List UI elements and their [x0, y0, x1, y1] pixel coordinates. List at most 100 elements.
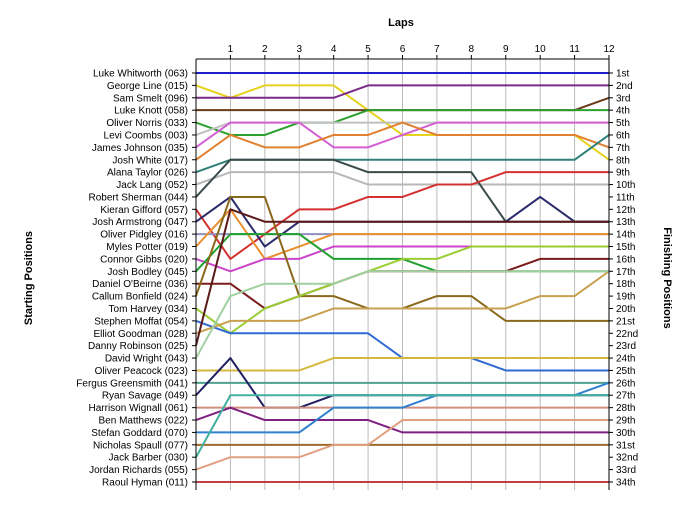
finish-position-label: 34th: [616, 478, 635, 489]
start-name-label: Danny Robinson (025): [88, 341, 188, 352]
series-line: [195, 109, 609, 136]
x-tick-label: 9: [503, 44, 509, 55]
finish-position-label: 7th: [616, 143, 630, 154]
finish-position-label: 3rd: [616, 93, 630, 104]
start-name-label: Tom Harvey (034): [109, 304, 188, 315]
series-line: [195, 419, 609, 471]
start-name-label: Luke Knott (058): [114, 106, 188, 117]
x-tick-label: 11: [569, 44, 580, 55]
finish-position-label: 29th: [616, 416, 635, 427]
start-name-label: Sam Smelt (096): [113, 93, 188, 104]
finish-position-label: 28th: [616, 403, 635, 414]
x-tick-label: 2: [262, 44, 268, 55]
finish-position-label: 11th: [616, 192, 635, 203]
finish-position-label: 9th: [616, 168, 630, 179]
finish-position-label: 33rd: [616, 465, 636, 476]
start-name-label: James Johnson (035): [92, 143, 188, 154]
start-name-label: Ben Matthews (022): [99, 416, 189, 427]
start-name-label: Robert Sherman (044): [89, 192, 189, 203]
finish-position-label: 21st: [616, 316, 635, 327]
finish-position-label: 12th: [616, 205, 635, 216]
finish-position-label: 10th: [616, 180, 635, 191]
start-name-label: Kieran Gifford (057): [100, 205, 188, 216]
start-name-label: Alana Taylor (026): [107, 168, 188, 179]
start-name-label: Callum Bonfield (024): [92, 292, 188, 303]
series-line: [195, 394, 609, 458]
finish-position-label: 5th: [616, 118, 630, 129]
x-tick-label: 4: [331, 44, 337, 55]
start-name-label: George Line (015): [107, 81, 188, 92]
start-name-label: Oliver Pidgley (016): [100, 230, 188, 241]
finish-position-label: 30th: [616, 428, 635, 439]
series-line: [195, 245, 609, 335]
y-axis-title-left: Starting Positions: [23, 231, 35, 325]
finish-position-label: 27th: [616, 391, 635, 402]
start-name-label: Jack Barber (030): [109, 453, 188, 464]
finish-position-label: 1st: [616, 69, 630, 80]
series-line: [195, 406, 609, 434]
finish-position-label: 32nd: [616, 453, 638, 464]
start-name-label: Connor Gibbs (020): [100, 254, 188, 265]
start-name-label: Stephen Moffat (054): [94, 316, 188, 327]
finish-position-label: 8th: [616, 155, 630, 166]
x-tick-label: 1: [228, 44, 234, 55]
start-name-label: Luke Whitworth (063): [93, 69, 188, 80]
finish-position-label: 31st: [616, 440, 635, 451]
start-name-label: David Wright (043): [105, 354, 188, 365]
x-tick-label: 5: [365, 44, 371, 55]
finish-position-label: 6th: [616, 130, 630, 141]
finish-position-label: 16th: [616, 254, 635, 265]
start-name-label: Fergus Greensmith (041): [76, 378, 188, 389]
finish-position-label: 24th: [616, 354, 635, 365]
series-line: [195, 121, 609, 149]
start-name-label: Harrison Wignall (061): [89, 403, 188, 414]
series-line: [195, 121, 610, 161]
start-name-label: Josh Armstrong (047): [92, 217, 188, 228]
x-tick-label: 6: [400, 44, 406, 55]
start-name-label: Jack Lang (052): [116, 180, 188, 191]
start-name-label: Levi Coombs (003): [104, 130, 188, 141]
finish-position-label: 23rd: [616, 341, 636, 352]
series-line: [195, 270, 610, 335]
finish-position-label: 17th: [616, 267, 635, 278]
x-tick-label: 8: [469, 44, 475, 55]
finish-position-label: 14th: [616, 230, 635, 241]
series-line: [195, 270, 609, 359]
series-line: [195, 171, 609, 186]
start-name-label: Stefan Goddard (070): [91, 428, 188, 439]
x-tick-label: 3: [296, 44, 302, 55]
start-name-label: Ryan Savage (049): [102, 391, 188, 402]
start-name-label: Josh Bodley (045): [107, 267, 188, 278]
finish-position-label: 22nd: [616, 329, 638, 340]
finish-position-label: 13th: [616, 217, 635, 228]
grid-layer: [229, 59, 610, 490]
start-name-label: Daniel O'Beirne (036): [92, 279, 188, 290]
finish-position-label: 20th: [616, 304, 635, 315]
x-tick-label: 7: [434, 44, 440, 55]
finish-position-label: 25th: [616, 366, 635, 377]
finish-position-label: 19th: [616, 292, 635, 303]
x-tick-label: 10: [535, 44, 547, 55]
x-tick-label: 12: [603, 44, 615, 55]
finish-position-label: 18th: [616, 279, 635, 290]
start-name-label: Oliver Peacock (023): [95, 366, 188, 377]
series-layer: [195, 72, 610, 483]
start-name-label: Elliot Goodman (028): [94, 329, 189, 340]
x-axis-title: Laps: [388, 17, 414, 29]
start-name-label: Josh White (017): [112, 155, 188, 166]
y-axis-title-right: Finishing Positions: [661, 227, 673, 328]
finish-position-label: 26th: [616, 378, 635, 389]
series-line: [196, 84, 609, 99]
series-line: [196, 357, 609, 372]
start-name-label: Nicholas Spaull (077): [93, 440, 188, 451]
finish-position-label: 4th: [616, 106, 630, 117]
series-line: [195, 208, 609, 346]
finish-position-label: 15th: [616, 242, 635, 253]
start-name-label: Myles Potter (019): [106, 242, 188, 253]
start-name-label: Jordan Richards (055): [89, 465, 188, 476]
finish-position-label: 2nd: [616, 81, 633, 92]
start-name-label: Raoul Hyman (011): [102, 478, 188, 489]
